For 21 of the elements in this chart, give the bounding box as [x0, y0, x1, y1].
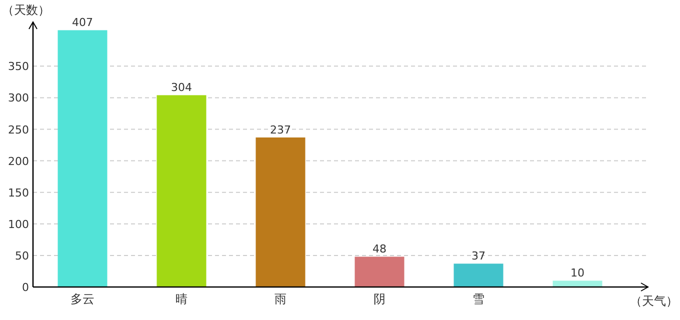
ytick: 50	[15, 249, 29, 262]
data-label: 37	[472, 250, 486, 263]
ytick: 250	[8, 123, 29, 136]
ylabel: （天数）	[2, 3, 50, 17]
xtick: 多云	[70, 292, 94, 306]
xtick: 晴	[176, 292, 188, 306]
ytick: 300	[8, 92, 29, 105]
xtick: 雪	[472, 292, 484, 306]
data-label: 407	[72, 16, 93, 30]
ytick: 350	[8, 60, 29, 74]
xtick: 雨	[274, 292, 286, 306]
ytick: 150	[8, 186, 29, 200]
data-label: 304	[171, 81, 192, 94]
ytick: 200	[8, 154, 29, 168]
data-label: 10	[570, 266, 584, 280]
xtick: 阴	[374, 292, 386, 306]
data-label: 237	[270, 123, 291, 136]
data-label: 48	[372, 242, 386, 256]
ytick: 0	[22, 281, 29, 294]
ytick: 100	[8, 218, 29, 231]
xlabel: （天气）	[630, 294, 678, 308]
